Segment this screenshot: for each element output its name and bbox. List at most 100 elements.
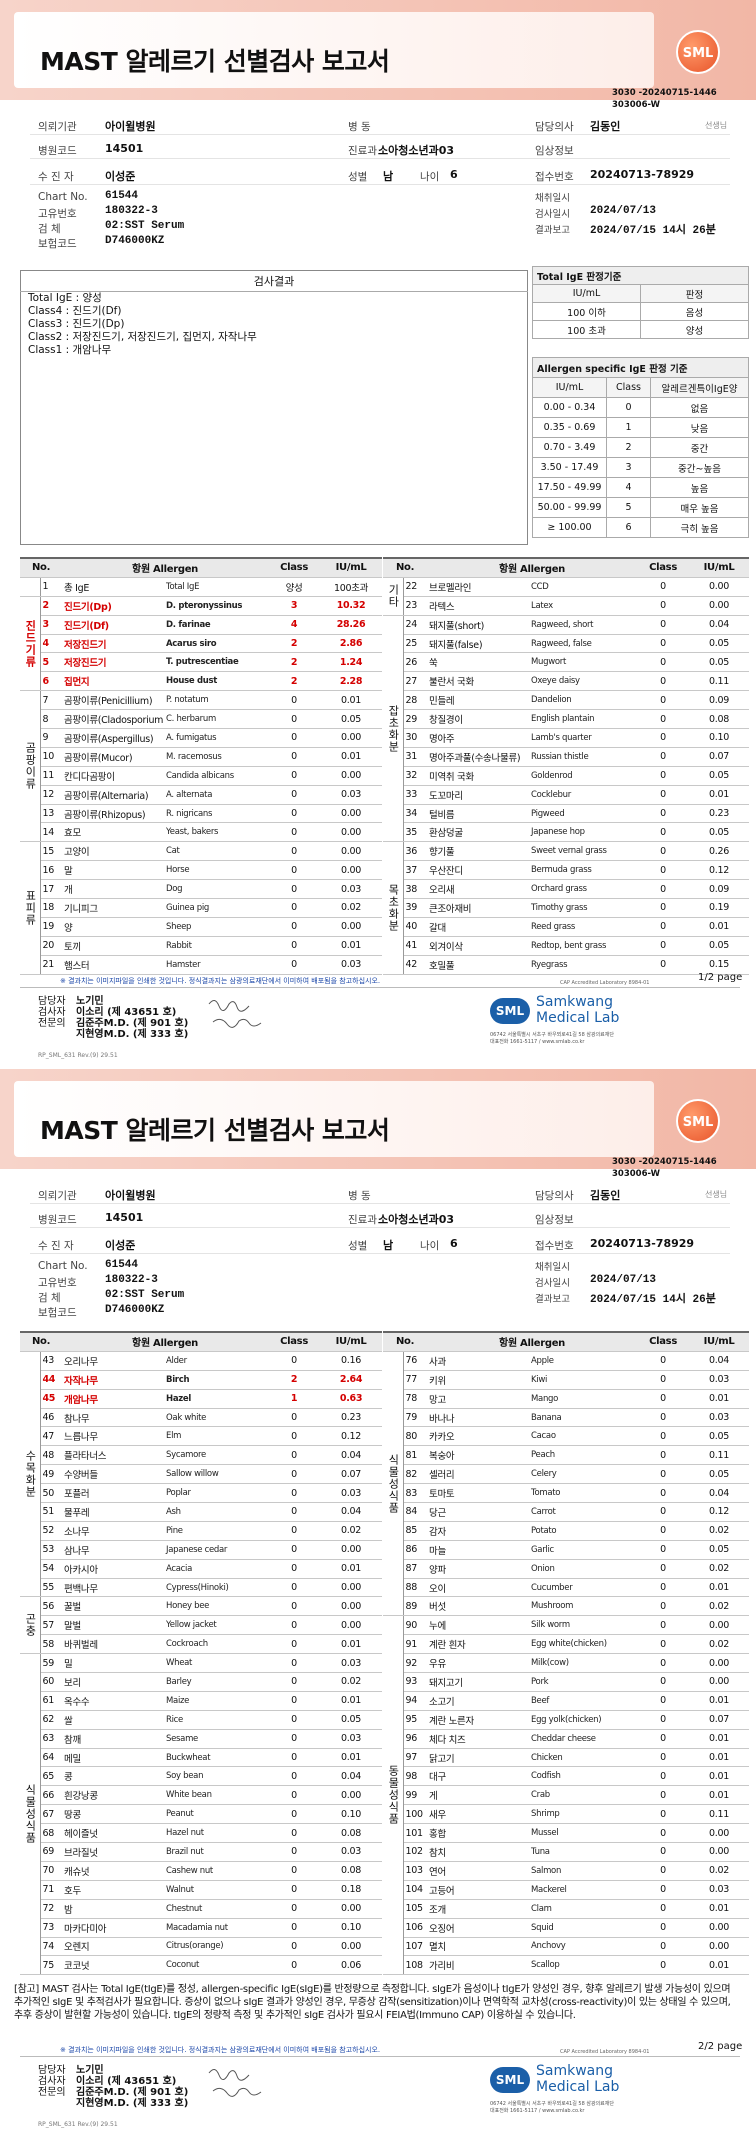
- no: 83: [403, 1483, 428, 1504]
- class: 0: [637, 1804, 690, 1825]
- field-label: 성별: [348, 1240, 368, 1252]
- korean-name: 메밀: [62, 1748, 165, 1768]
- allergen-row: 73 마카다미아 Macadamia nut 0 0.10: [20, 1918, 383, 1938]
- class: 0: [268, 1464, 321, 1485]
- no: 94: [403, 1691, 428, 1711]
- english-name: Pine: [164, 1521, 269, 1541]
- english-name: Coconut: [164, 1955, 269, 1976]
- group-cell: 곤충: [20, 1596, 41, 1655]
- english-name: Dog: [164, 879, 269, 900]
- field-label: 성별: [348, 171, 368, 183]
- class: 0: [268, 1766, 321, 1787]
- english-name: Egg white(chicken): [529, 1634, 638, 1655]
- criteria-cell: 1: [606, 417, 651, 438]
- no: 54: [40, 1559, 63, 1579]
- english-name: Russian thistle: [529, 747, 638, 767]
- class: 0: [268, 879, 321, 900]
- field-label: 의뢰기관: [38, 1190, 77, 1202]
- allergen-row-positive: 45 개암나무 Hazel 1 0.63: [20, 1389, 383, 1409]
- criteria-cell: 0.35 - 0.69: [532, 417, 607, 438]
- allergen-row: 77 키위 Kiwi 0 0.03: [383, 1370, 750, 1390]
- iu-ml: 0.18: [320, 1880, 383, 1900]
- english-name: Crab: [529, 1785, 638, 1806]
- field-label: 임상정보: [535, 1214, 574, 1226]
- class: 0: [268, 1578, 321, 1598]
- allergen-row: 13 곰팡이류(Rhizopus) R. nigricans 0 0.00: [20, 804, 383, 824]
- no: 19: [40, 917, 63, 937]
- class: 0: [637, 955, 690, 975]
- english-name: Pigweed: [529, 804, 638, 824]
- korean-name: 체다 치즈: [427, 1729, 530, 1749]
- class: 0: [268, 804, 321, 824]
- page-number: 2/2 page: [698, 2041, 743, 2052]
- criteria-header: 판정: [639, 284, 750, 303]
- criteria-header: IU/mL: [532, 377, 607, 398]
- class: 0: [637, 1351, 690, 1371]
- address: 06742 서울특별시 서초구 바우뫼로41길 58 삼광의료재단: [490, 2101, 614, 2107]
- class: 0: [268, 1653, 321, 1674]
- criteria-cell: 높음: [650, 477, 749, 498]
- header-panel: [14, 1081, 654, 1157]
- english-name: Acarus siro: [164, 634, 269, 654]
- korean-name: 누에: [427, 1615, 530, 1636]
- class: 0: [268, 1918, 321, 1938]
- class: 0: [268, 785, 321, 805]
- english-name: Chestnut: [164, 1899, 269, 1919]
- class: 2: [268, 671, 321, 692]
- address: 06742 서울특별시 서초구 바우뫼로41길 58 삼광의료재단: [490, 1032, 614, 1038]
- no: 76: [403, 1351, 428, 1371]
- korean-name: 말: [62, 860, 165, 881]
- iu-ml: 0.01: [689, 1955, 750, 1976]
- english-name: Scallop: [529, 1955, 638, 1976]
- cap: CAP Accredited Laboratory 8984-01: [560, 980, 650, 986]
- class: 0: [637, 709, 690, 730]
- iu-ml: 0.08: [320, 1823, 383, 1844]
- field-label: 검사일시: [535, 209, 570, 220]
- field-label: 검 체: [38, 223, 61, 235]
- no: 34: [403, 804, 428, 824]
- iu-ml: 0.01: [320, 936, 383, 956]
- no: 85: [403, 1521, 428, 1541]
- iu-ml: 0.01: [320, 1634, 383, 1655]
- allergen-row: 57 말벌 Yellow jacket 0 0.00: [20, 1615, 383, 1636]
- english-name: Sesame: [164, 1729, 269, 1749]
- class: 0: [637, 1842, 690, 1862]
- field-value: 이성준: [105, 1239, 136, 1252]
- no: 1: [40, 577, 63, 597]
- korean-name: 곰팡이류(Aspergillus): [62, 728, 165, 748]
- no: 93: [403, 1672, 428, 1692]
- korean-name: 호밀풀: [427, 955, 530, 975]
- no: 41: [403, 936, 428, 956]
- lab-sub: Medical Lab: [536, 2079, 620, 2095]
- report-code: 3030 -20240715-1446: [612, 1157, 717, 1167]
- title-row: Total IgE 판정기준: [531, 266, 750, 285]
- group-label: 식물성식품: [23, 1784, 37, 1845]
- english-name: C. herbarum: [164, 709, 269, 730]
- iu-ml: 1.24: [320, 652, 383, 673]
- no: 66: [40, 1785, 63, 1806]
- no: 13: [40, 804, 63, 824]
- korean-name: 환삼덩굴: [427, 822, 530, 843]
- no: 3: [40, 615, 63, 635]
- field-value: 14501: [105, 1211, 144, 1224]
- no: 74: [40, 1937, 63, 1957]
- field-value: 02:SST Serum: [105, 1289, 185, 1301]
- no: 42: [403, 955, 428, 975]
- header-cell: No.: [383, 1330, 428, 1352]
- iu-ml: 0.00: [689, 1937, 750, 1957]
- english-name: English plantain: [529, 709, 638, 730]
- english-name: Garlic: [529, 1540, 638, 1560]
- english-name: Peach: [529, 1445, 638, 1466]
- signature: [208, 1000, 262, 1028]
- header-cell: IU/mL: [320, 1330, 383, 1352]
- field-label: 접수번호: [535, 171, 574, 183]
- iu-ml: 0.11: [689, 671, 750, 692]
- no: 6: [40, 671, 63, 692]
- allergen-row: 70 캐슈넛 Cashew nut 0 0.08: [20, 1861, 383, 1881]
- allergen-row: 65 콩 Soy bean 0 0.04: [20, 1766, 383, 1787]
- no: 24: [403, 615, 428, 635]
- result-line: Total IgE : 양성: [28, 292, 102, 304]
- class: 0: [268, 1540, 321, 1560]
- no: 92: [403, 1653, 428, 1674]
